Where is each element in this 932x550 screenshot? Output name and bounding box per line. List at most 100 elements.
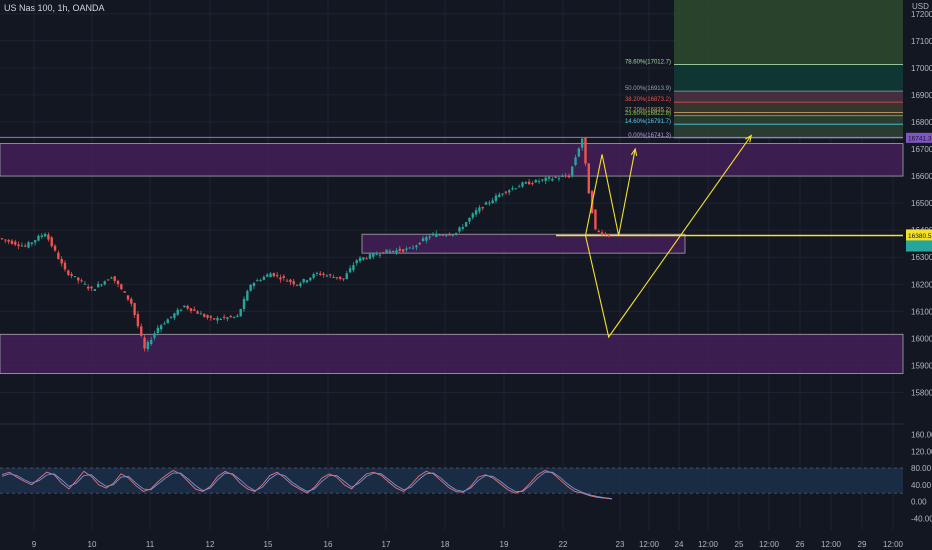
osc-tick-label: 40.00 xyxy=(911,481,932,490)
candle-body xyxy=(302,278,305,283)
candle-body xyxy=(554,176,557,178)
candle-body xyxy=(435,233,438,237)
candle-body xyxy=(96,283,100,288)
time-tick-label: 10 xyxy=(88,540,97,549)
candle-body xyxy=(587,163,590,194)
candle-body xyxy=(355,260,358,264)
candle-body xyxy=(163,323,166,325)
candle-body xyxy=(0,238,4,240)
candle-body xyxy=(116,280,120,285)
candle-body xyxy=(47,234,50,240)
candle-body xyxy=(498,194,501,198)
candle-body xyxy=(405,248,408,250)
candle-body xyxy=(120,284,123,290)
fib-level-label: 14.60%(16791.7) xyxy=(625,119,671,125)
time-tick-label: 29 xyxy=(858,540,867,549)
candle-body xyxy=(474,210,478,215)
candle-body xyxy=(425,237,428,241)
time-tick-label: 22 xyxy=(559,540,568,549)
candle-body xyxy=(382,252,385,254)
projection-path-up-arrowhead xyxy=(630,147,638,156)
candle-body xyxy=(332,276,335,278)
candle-body xyxy=(236,315,239,317)
candle-body xyxy=(448,234,451,236)
osc-tick-label: 80.00 xyxy=(911,464,932,473)
candle-body xyxy=(368,254,372,259)
candle-body xyxy=(445,235,448,237)
candle-body xyxy=(57,252,60,260)
candle-body xyxy=(401,249,405,252)
candle-body xyxy=(222,316,226,318)
candle-body xyxy=(594,209,597,230)
candle-body xyxy=(186,305,189,309)
candle-body xyxy=(242,298,246,310)
candle-body xyxy=(232,316,236,318)
candle-body xyxy=(551,178,554,181)
candle-body xyxy=(352,265,355,271)
fib-level-label: 50.00%(16913.9) xyxy=(625,86,671,92)
candle-body xyxy=(481,207,484,209)
candle-body xyxy=(50,237,53,247)
candle-body xyxy=(30,242,34,244)
grid-lines xyxy=(0,0,903,530)
candle-body xyxy=(378,254,382,256)
candle-body xyxy=(73,276,77,278)
candle-body xyxy=(571,166,574,176)
candle-body xyxy=(567,176,571,178)
candle-body xyxy=(521,182,524,187)
price-tick-label: 16100.0 xyxy=(911,307,932,316)
candle-body xyxy=(216,317,219,321)
candle-body xyxy=(196,311,199,314)
candle-body xyxy=(411,247,415,249)
fib-zone-786 xyxy=(674,64,903,92)
current-price-tag-label: 16380.5 xyxy=(908,233,932,240)
osc-tick-label: 120.00 xyxy=(911,447,932,456)
candle-body xyxy=(315,272,319,274)
candle-body xyxy=(325,275,329,277)
candle-body xyxy=(464,222,468,227)
lower-demand-zone xyxy=(0,333,904,374)
candle-body xyxy=(272,272,276,277)
candle-body xyxy=(226,317,229,319)
top-price-tag-label: 16741.3 xyxy=(908,135,932,142)
candle-body xyxy=(40,235,43,237)
candle-body xyxy=(43,233,47,237)
candle-body xyxy=(511,188,514,190)
top-price-tag xyxy=(906,132,932,143)
candle-body xyxy=(266,274,269,277)
candle-body xyxy=(299,283,302,286)
time-tick-label: 25 xyxy=(735,540,744,549)
candle-body xyxy=(494,195,498,201)
candle-body xyxy=(246,290,249,301)
candle-body xyxy=(438,234,441,236)
candle-body xyxy=(514,188,518,190)
candle-body xyxy=(478,207,481,212)
fib-level-label: 78.60%(17012.7) xyxy=(625,59,671,65)
candle-body xyxy=(169,316,173,318)
fib-level-label: 23.60%(16822.8) xyxy=(625,111,671,117)
candle-body xyxy=(199,313,203,315)
time-tick-label: 12:00 xyxy=(759,540,780,549)
candle-body xyxy=(269,273,272,278)
candle-body xyxy=(7,239,10,242)
candle-body xyxy=(279,277,282,280)
candle-body xyxy=(282,276,285,278)
time-tick-label: 24 xyxy=(675,540,684,549)
price-tick-label: 15900.0 xyxy=(911,361,932,370)
price-tick-label: 17000.0 xyxy=(911,64,932,73)
candle-body xyxy=(252,283,256,286)
currency-label: USD xyxy=(912,2,929,11)
time-tick-label: 12:00 xyxy=(698,540,719,549)
time-axis: 9 10 11 12 15 16 17 18 19 22 23 12:00 24 12:00 25 12:00… xyxy=(32,540,904,549)
price-tick-label: 16300.0 xyxy=(911,253,932,262)
fib-zone-236 xyxy=(674,115,903,138)
candle-body xyxy=(17,244,20,247)
candle-body xyxy=(372,253,375,257)
candle-body xyxy=(14,241,17,245)
candle-body xyxy=(431,234,435,236)
fib-level-label: 38.20%(16873.2) xyxy=(625,97,671,103)
candle-body xyxy=(219,318,223,320)
candle-body xyxy=(547,177,551,179)
candle-body xyxy=(358,257,362,262)
